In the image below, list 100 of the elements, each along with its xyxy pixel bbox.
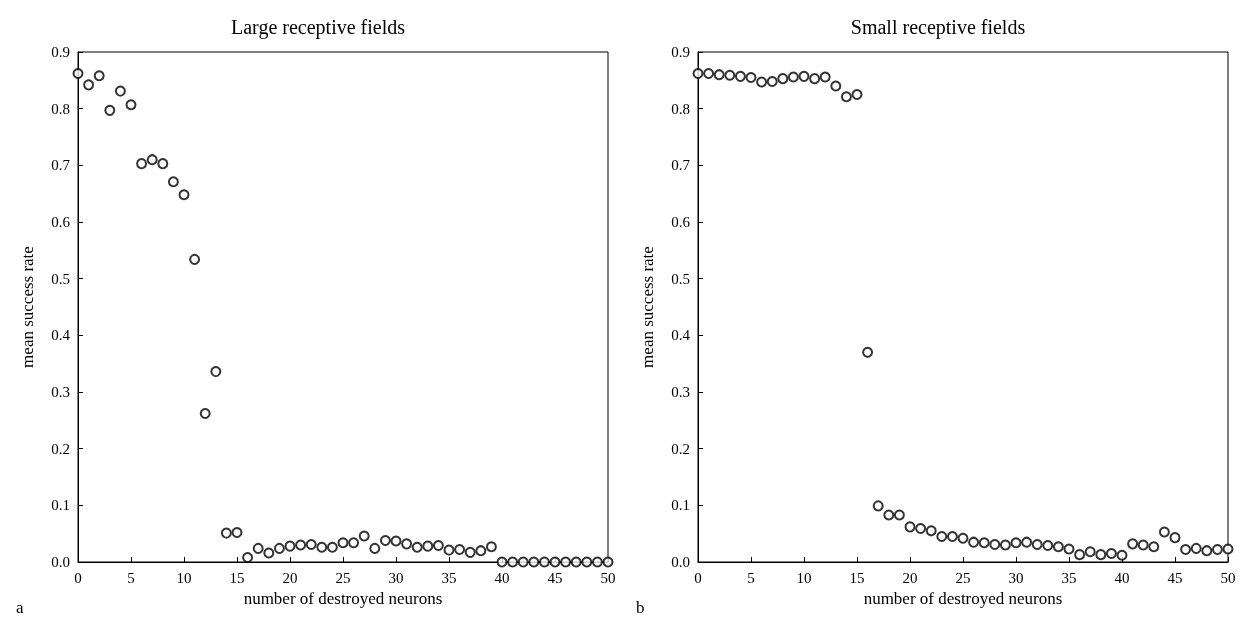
point bbox=[422, 540, 434, 552]
point bbox=[295, 539, 307, 551]
point bbox=[337, 537, 349, 549]
point bbox=[390, 535, 402, 547]
point bbox=[199, 408, 211, 420]
point bbox=[358, 530, 370, 542]
point bbox=[146, 154, 158, 166]
y-tick-label: 0.6 bbox=[671, 214, 691, 230]
y-tick-label: 0.8 bbox=[51, 100, 70, 117]
x-tick-label: 30 bbox=[388, 569, 404, 586]
point bbox=[93, 70, 105, 82]
y-tick-label: 0.3 bbox=[671, 384, 690, 400]
point bbox=[989, 538, 1001, 550]
x-tick-label: 5 bbox=[127, 569, 135, 586]
point bbox=[968, 536, 980, 548]
point bbox=[734, 70, 746, 82]
x-tick-label: 20 bbox=[282, 569, 298, 586]
y-tick-label: 0.8 bbox=[671, 100, 690, 117]
point bbox=[1105, 548, 1117, 559]
point bbox=[157, 158, 169, 170]
point bbox=[369, 542, 381, 554]
y-tick-label: 0.0 bbox=[671, 554, 690, 570]
point bbox=[745, 72, 757, 83]
point bbox=[1137, 539, 1149, 551]
point bbox=[1021, 536, 1033, 548]
point bbox=[1169, 532, 1181, 544]
point bbox=[1127, 538, 1139, 550]
point bbox=[1084, 546, 1096, 558]
chart-title: Large receptive fields bbox=[231, 16, 406, 39]
point bbox=[925, 525, 937, 537]
point bbox=[692, 68, 704, 80]
x-tick-label: 40 bbox=[494, 569, 510, 586]
point bbox=[284, 540, 296, 552]
point bbox=[517, 556, 529, 568]
point bbox=[104, 104, 116, 116]
x-axis-title: number of destroyed neurons bbox=[863, 588, 1063, 608]
point bbox=[83, 79, 95, 91]
point bbox=[326, 541, 338, 553]
y-tick-label: 0.2 bbox=[671, 440, 690, 457]
point bbox=[936, 531, 948, 542]
point bbox=[220, 527, 232, 539]
point bbox=[724, 69, 736, 81]
point bbox=[570, 556, 582, 568]
point bbox=[787, 71, 799, 83]
point bbox=[602, 556, 614, 568]
point bbox=[316, 541, 328, 553]
point bbox=[528, 556, 540, 568]
point bbox=[1010, 537, 1022, 549]
y-axis-title: mean success rate bbox=[18, 246, 37, 368]
y-tick-label: 0.1 bbox=[51, 497, 70, 514]
point bbox=[263, 547, 275, 559]
point bbox=[178, 189, 190, 201]
point bbox=[242, 551, 254, 563]
x-tick-label: 45 bbox=[547, 569, 563, 586]
point bbox=[348, 537, 360, 549]
point bbox=[507, 556, 519, 568]
point bbox=[549, 556, 561, 568]
point bbox=[560, 556, 572, 568]
point bbox=[809, 73, 821, 85]
point bbox=[798, 70, 810, 82]
point bbox=[819, 71, 831, 83]
y-tick-label: 0.5 bbox=[671, 270, 690, 287]
point bbox=[872, 500, 884, 512]
point bbox=[1190, 542, 1202, 554]
y-tick-label: 0.6 bbox=[51, 214, 71, 230]
point bbox=[273, 542, 285, 554]
y-tick-label: 0.5 bbox=[51, 270, 70, 287]
x-tick-label: 40 bbox=[1114, 569, 1130, 586]
point bbox=[830, 80, 842, 92]
x-tick-label: 0 bbox=[74, 569, 82, 586]
point bbox=[538, 556, 550, 568]
point bbox=[851, 89, 863, 100]
y-axis-title: mean success rate bbox=[638, 246, 657, 368]
point bbox=[464, 546, 476, 558]
point bbox=[591, 556, 603, 568]
point bbox=[167, 176, 179, 188]
point bbox=[1052, 541, 1064, 553]
y-tick-label: 0.0 bbox=[51, 554, 70, 570]
point bbox=[401, 538, 413, 550]
chart-title: Small receptive fields bbox=[850, 16, 1026, 39]
point bbox=[432, 540, 444, 552]
point bbox=[840, 91, 852, 103]
y-tick-label: 0.7 bbox=[51, 157, 71, 174]
x-tick-label: 35 bbox=[441, 569, 457, 586]
point bbox=[379, 534, 391, 546]
y-tick-label: 0.3 bbox=[51, 384, 70, 400]
text: b bbox=[636, 598, 645, 617]
point bbox=[999, 539, 1011, 551]
point bbox=[125, 99, 137, 111]
y-tick-label: 0.4 bbox=[51, 327, 71, 344]
y-tick-label: 0.2 bbox=[51, 440, 70, 457]
point bbox=[883, 509, 895, 521]
point bbox=[72, 68, 84, 80]
point bbox=[1148, 541, 1160, 553]
y-tick-label: 0.1 bbox=[671, 497, 690, 514]
y-tick-label: 0.7 bbox=[671, 157, 691, 174]
point bbox=[581, 556, 593, 568]
x-tick-label: 30 bbox=[1008, 569, 1024, 586]
point bbox=[703, 68, 715, 80]
point bbox=[904, 521, 916, 533]
